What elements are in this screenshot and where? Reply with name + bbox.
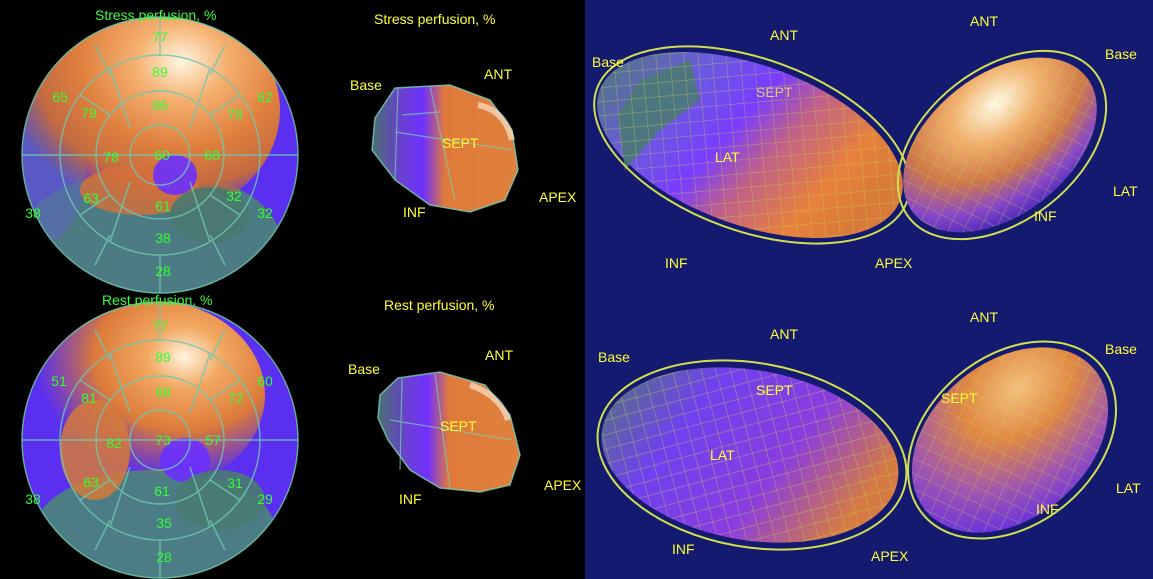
rta-base-label: Base: [592, 54, 624, 70]
stress-3d-apex-label: APEX: [539, 189, 577, 205]
segment-value: 31: [227, 475, 243, 491]
right-top-right-heart: [896, 49, 1108, 241]
segment-value: 79: [81, 105, 97, 121]
segment-value: 78: [103, 149, 119, 165]
segment-value: 82: [106, 435, 122, 451]
segment-value: 38: [155, 230, 171, 246]
segment-value: 81: [81, 390, 97, 406]
segment-value: 51: [51, 373, 67, 389]
stress-3d-title: Stress perfusion, %: [374, 11, 496, 27]
stress-bullseye-title: Stress perfusion, %: [95, 7, 217, 23]
segment-value: 32: [226, 188, 242, 204]
right-bottom-right-heart: [907, 340, 1117, 540]
rta-sept-label: SEPT: [756, 84, 793, 100]
segment-value: 78: [227, 106, 243, 122]
rest-3d-sept-label: SEPT: [440, 418, 477, 434]
segment-value: 86: [152, 97, 168, 113]
segment-value: 57: [205, 432, 221, 448]
segment-value: 88: [155, 384, 171, 400]
segment-value: 38: [25, 205, 41, 221]
stress-3d-sept-label: SEPT: [442, 135, 479, 151]
segment-value: 63: [83, 474, 99, 490]
rest-3d-inf-label: INF: [399, 491, 422, 507]
segment-value: 28: [156, 549, 172, 565]
rest-3d-base-label: Base: [348, 361, 380, 377]
right-top-left-heart: [593, 45, 911, 245]
segment-value: 77: [152, 318, 168, 334]
segment-value: 32: [257, 205, 273, 221]
segment-value: 61: [155, 198, 171, 214]
rta-lat-label: LAT: [715, 149, 740, 165]
segment-value: 28: [155, 263, 171, 279]
rbb-base-label: Base: [1105, 341, 1137, 357]
rbb-apex-label: APEX: [871, 548, 909, 564]
rtb-apex-label: APEX: [875, 255, 913, 271]
rest-3d-ant-label: ANT: [485, 347, 513, 363]
segment-value: 62: [257, 89, 273, 105]
segment-value: 72: [228, 390, 244, 406]
rta-inf-label: INF: [665, 255, 688, 271]
segment-value: 60: [257, 373, 273, 389]
right-bottom-left-heart: [596, 359, 908, 551]
rtb-ant-label: ANT: [970, 13, 998, 29]
segment-value: 89: [152, 64, 168, 80]
rtb-lat-label: LAT: [1113, 183, 1138, 199]
rbb-lat-label: LAT: [1116, 480, 1141, 496]
segment-value: 65: [52, 89, 68, 105]
stress-3d-inf-label: INF: [403, 204, 426, 220]
segment-value: 29: [257, 491, 273, 507]
rest-bullseye-grid: [21, 301, 299, 579]
rbb-inf-label: INF: [1036, 501, 1059, 517]
rta-ant-label: ANT: [770, 27, 798, 43]
rtb-inf-label: INF: [1034, 208, 1057, 224]
segment-value: 61: [154, 483, 170, 499]
stress-3d-ant-label: ANT: [484, 66, 512, 82]
segment-value: 68: [204, 147, 220, 163]
stress-3d-heart: [371, 84, 519, 213]
stress-3d-base-label: Base: [350, 77, 382, 93]
rtb-base-label: Base: [1105, 46, 1137, 62]
stress-bullseye-grid: [21, 16, 299, 294]
segment-value: 35: [156, 515, 172, 531]
rest-3d-heart: [377, 371, 521, 493]
rba-inf-label: INF: [672, 541, 695, 557]
rest-bullseye-title: Rest perfusion, %: [102, 292, 213, 308]
rba-sept-label: SEPT: [756, 382, 793, 398]
rbb-sept-label: SEPT: [941, 390, 978, 406]
rest-3d-apex-label: APEX: [544, 477, 582, 493]
rbb-ant-label: ANT: [970, 309, 998, 325]
rba-ant-label: ANT: [770, 326, 798, 342]
segment-value: 89: [155, 349, 171, 365]
segment-value: 60: [154, 147, 170, 163]
segment-value: 73: [155, 432, 171, 448]
segment-value: 38: [25, 491, 41, 507]
segment-value: 77: [152, 29, 168, 45]
rba-base-label: Base: [598, 349, 630, 365]
rest-3d-title: Rest perfusion, %: [384, 297, 495, 313]
segment-value: 63: [83, 190, 99, 206]
rba-lat-label: LAT: [710, 447, 735, 463]
